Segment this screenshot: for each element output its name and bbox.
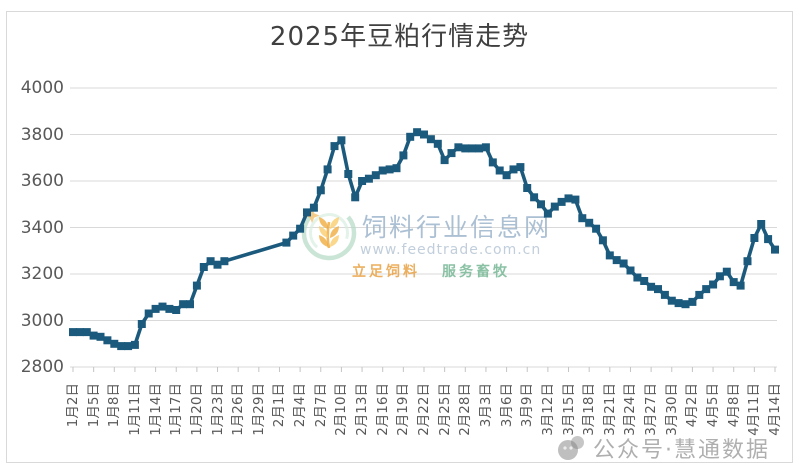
- chart-border: [6, 11, 793, 463]
- chart-title: 2025年豆粕行情走势: [269, 22, 530, 52]
